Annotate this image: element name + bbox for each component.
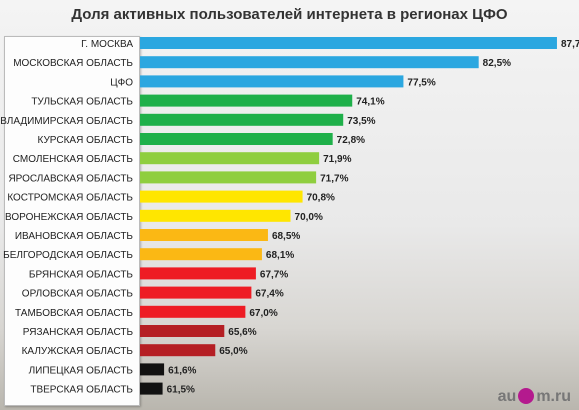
data-label: 67,7% <box>260 269 288 280</box>
bar <box>140 286 252 299</box>
category-label: ЛИПЕЦКАЯ ОБЛАСТЬ <box>29 365 134 376</box>
category-label: БЕЛГОРОДСКАЯ ОБЛАСТЬ <box>3 250 133 261</box>
bar <box>140 305 246 318</box>
bar <box>140 56 479 69</box>
chart-title: Доля активных пользователей интернета в … <box>71 6 508 23</box>
data-label: 61,5% <box>167 385 195 396</box>
bar <box>140 94 353 107</box>
data-label: 68,1% <box>266 250 294 261</box>
data-label: 71,9% <box>323 154 351 165</box>
category-label: Г. МОСКВА <box>81 39 133 50</box>
data-label: 68,5% <box>272 231 300 242</box>
data-label: 67,0% <box>249 308 277 319</box>
bar <box>140 248 262 261</box>
category-label: ВОРОНЕЖСКАЯ ОБЛАСТЬ <box>5 212 133 223</box>
category-label: ТВЕРСКАЯ ОБЛАСТЬ <box>30 385 133 396</box>
bar <box>140 267 256 280</box>
bar <box>140 190 303 203</box>
category-label: СМОЛЕНСКАЯ ОБЛАСТЬ <box>13 154 134 165</box>
data-label: 70,8% <box>307 193 335 204</box>
category-label: ОРЛОВСКАЯ ОБЛАСТЬ <box>22 289 134 300</box>
category-label: МОСКОВСКАЯ ОБЛАСТЬ <box>13 58 133 69</box>
bar <box>140 171 317 184</box>
category-label: ЦФО <box>110 77 133 88</box>
data-label: 61,6% <box>168 365 196 376</box>
data-label: 70,0% <box>295 212 323 223</box>
bar <box>140 382 163 395</box>
data-label: 72,8% <box>337 135 365 146</box>
watermark-logo-icon <box>518 388 535 404</box>
data-label: 82,5% <box>483 58 511 69</box>
data-label: 65,6% <box>228 327 256 338</box>
category-label: БРЯНСКАЯ ОБЛАСТЬ <box>29 269 134 280</box>
data-label: 67,4% <box>255 289 283 300</box>
watermark-text-a: au <box>497 388 517 405</box>
category-label-panel <box>4 36 140 406</box>
data-label: 87,7% <box>561 39 579 50</box>
category-label: КОСТРОМСКАЯ ОБЛАСТЬ <box>7 193 133 204</box>
bar <box>140 133 333 145</box>
bar <box>140 209 291 222</box>
bar <box>140 152 320 165</box>
data-label: 74,1% <box>356 97 384 108</box>
data-label: 71,7% <box>320 173 348 184</box>
category-label: ИВАНОВСКАЯ ОБЛАСТЬ <box>15 231 134 242</box>
category-label: КАЛУЖСКАЯ ОБЛАСТЬ <box>22 346 134 357</box>
bar <box>140 229 268 241</box>
category-label: КУРСКАЯ ОБЛАСТЬ <box>38 135 134 146</box>
data-label: 73,5% <box>347 116 375 127</box>
bar <box>140 37 557 49</box>
bar <box>140 325 225 337</box>
watermark: au m.ru <box>498 388 571 406</box>
category-label: ЯРОСЛАВСКАЯ ОБЛАСТЬ <box>8 173 133 184</box>
category-label: ВЛАДИМИРСКАЯ ОБЛАСТЬ <box>0 116 133 127</box>
category-label: ТАМБОВСКАЯ ОБЛАСТЬ <box>15 308 133 319</box>
data-label: 65,0% <box>219 346 247 357</box>
bar <box>140 344 216 357</box>
bar <box>140 75 404 88</box>
bar <box>140 363 165 376</box>
data-label: 77,5% <box>407 77 435 88</box>
category-label: РЯЗАНСКАЯ ОБЛАСТЬ <box>23 327 134 338</box>
bar <box>140 113 344 126</box>
category-label: ТУЛЬСКАЯ ОБЛАСТЬ <box>31 97 133 108</box>
watermark-text-b: m.ru <box>536 388 571 405</box>
